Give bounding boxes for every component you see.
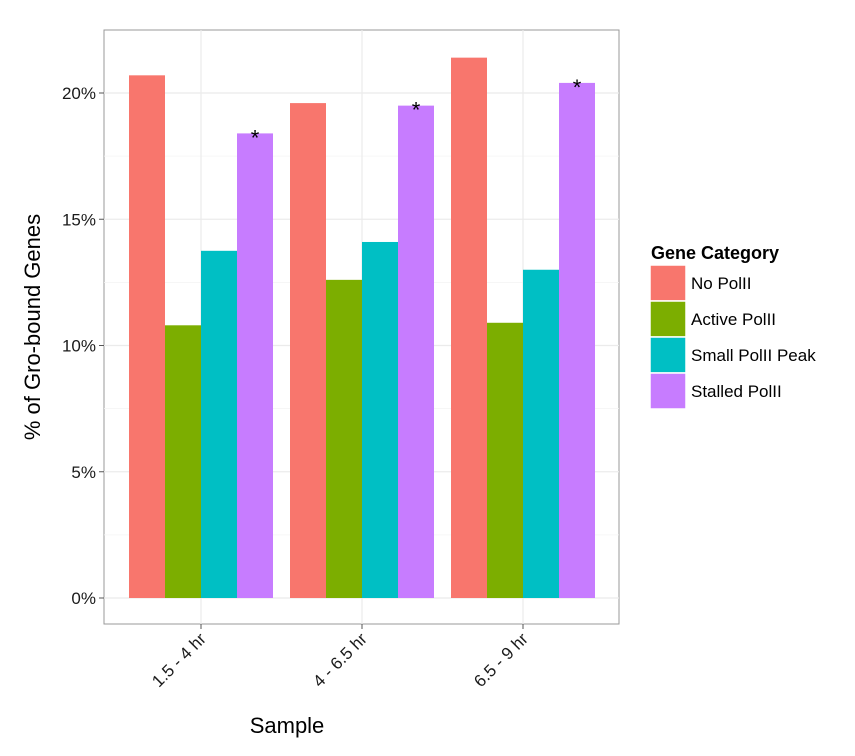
bar xyxy=(290,103,326,598)
bar xyxy=(398,105,434,598)
y-tick-label: 15% xyxy=(62,210,96,229)
bar xyxy=(201,250,237,598)
significance-markers: * * * xyxy=(251,75,582,150)
legend-label: Small PolII Peak xyxy=(691,346,816,365)
legend: Gene Category No PolII Active PolII Small … xyxy=(649,243,816,410)
bar xyxy=(523,269,559,598)
legend-swatch xyxy=(649,372,687,410)
bar xyxy=(362,241,398,598)
y-tick-label: 20% xyxy=(62,84,96,103)
y-tick-label: 10% xyxy=(62,337,96,356)
legend-label: Active PolII xyxy=(691,310,776,329)
x-axis-title: Sample xyxy=(250,713,325,738)
y-tick-label: 5% xyxy=(71,463,96,482)
bar xyxy=(487,322,523,598)
bar xyxy=(559,82,595,598)
x-tick-label: 6.5 - 9 hr xyxy=(470,629,532,691)
legend-swatch xyxy=(649,264,687,302)
legend-label: Stalled PolII xyxy=(691,382,782,401)
legend-label: No PolII xyxy=(691,274,751,293)
x-axis: 1.5 - 4 hr 4 - 6.5 hr 6.5 - 9 hr xyxy=(148,624,532,691)
bar xyxy=(326,279,362,598)
significance-asterisk: * xyxy=(251,125,260,150)
significance-asterisk: * xyxy=(412,98,421,123)
bars xyxy=(129,57,595,598)
bar xyxy=(451,57,487,598)
legend-swatch xyxy=(649,300,687,338)
y-axis-title: % of Gro-bound Genes xyxy=(20,214,45,440)
bar xyxy=(237,133,273,598)
x-tick-label: 1.5 - 4 hr xyxy=(148,629,210,691)
bar xyxy=(165,325,201,598)
y-axis: 0% 5% 10% 15% 20% xyxy=(62,84,104,608)
legend-swatch xyxy=(649,336,687,374)
bar xyxy=(129,75,165,598)
significance-asterisk: * xyxy=(573,75,582,100)
legend-title: Gene Category xyxy=(651,243,779,263)
x-tick-label: 4 - 6.5 hr xyxy=(309,629,371,691)
y-tick-label: 0% xyxy=(71,589,96,608)
